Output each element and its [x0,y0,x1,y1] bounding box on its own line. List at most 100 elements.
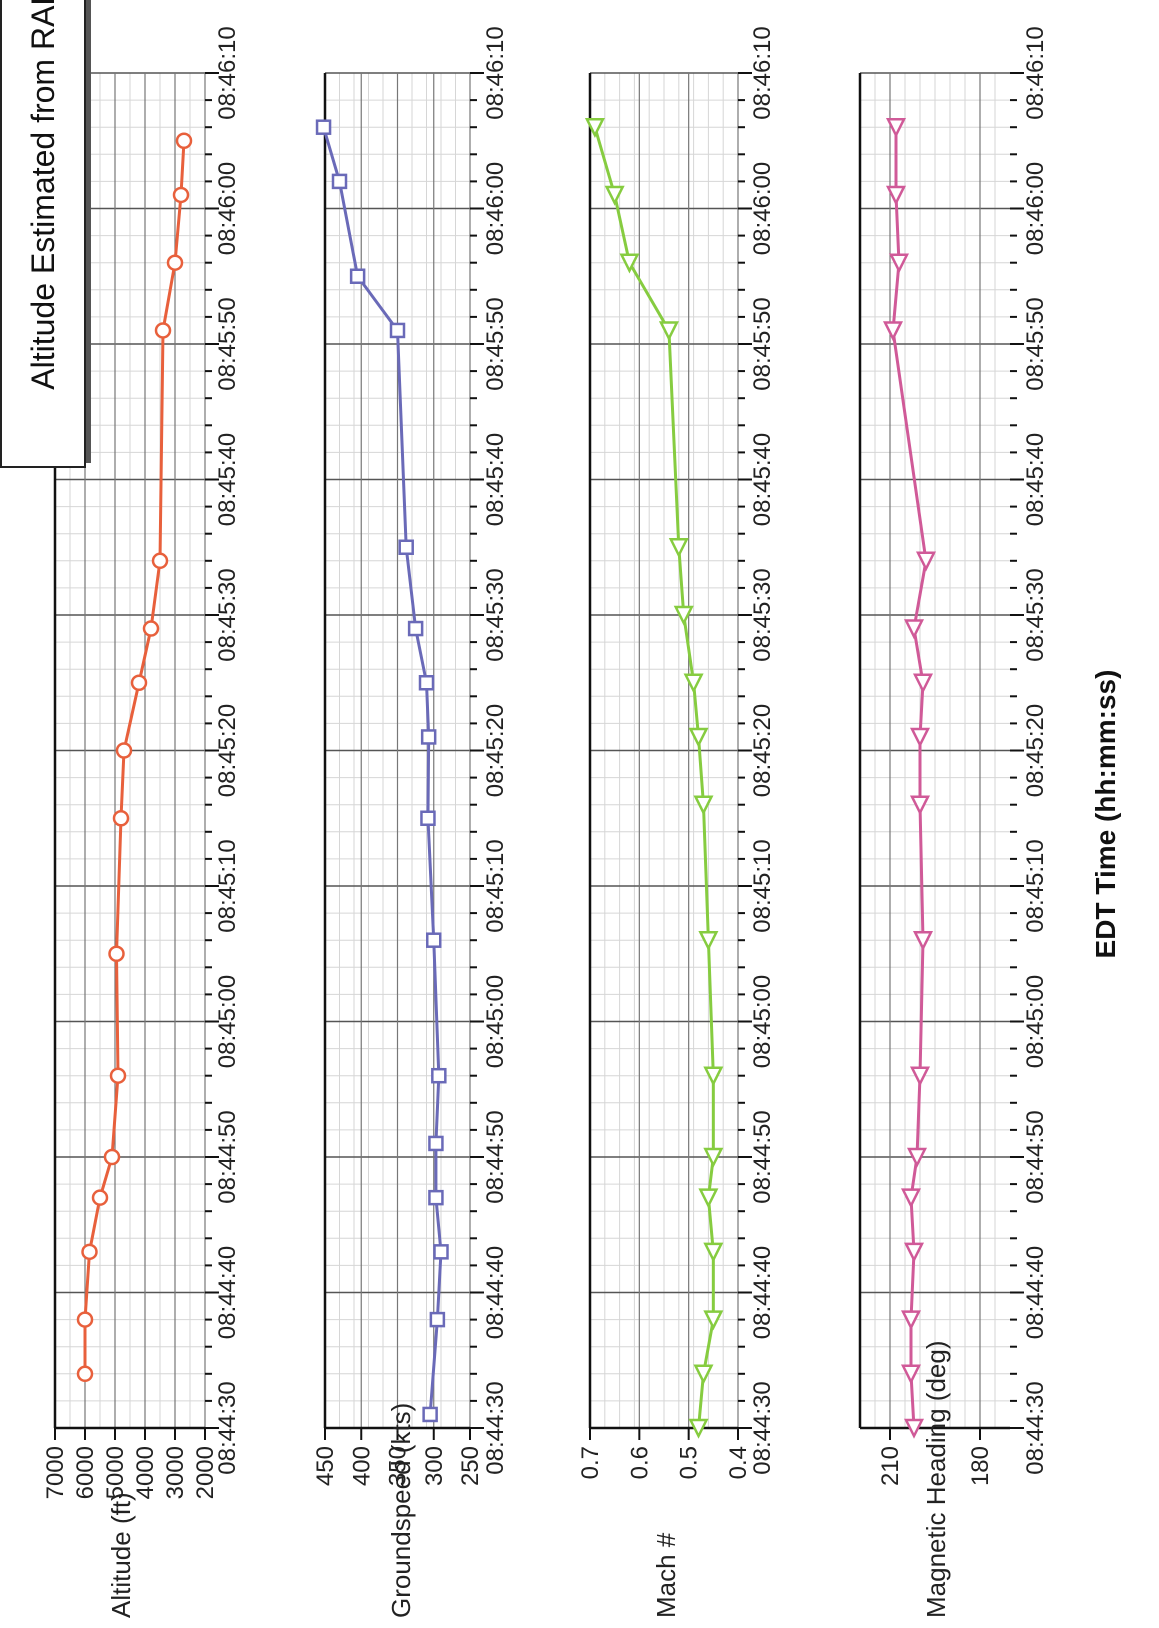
data-point [688,727,709,748]
x-tick-label: 08:44:50 [749,1110,776,1203]
data-point [315,119,332,135]
y-tick-label: 210 [877,1446,904,1486]
x-tick-label: 08:44:30 [214,1381,241,1474]
data-point [109,1067,127,1084]
data-point [331,173,348,190]
y-tick-label: 300 [421,1446,448,1486]
x-tick-label: 08:44:50 [482,1110,509,1203]
y-tick-label: 0.6 [626,1446,653,1479]
x-tick-label: 08:45:30 [482,568,509,661]
chart-title: Altitude Estimated from RADES Height Cal… [24,0,61,390]
x-tick-label: 08:46:10 [482,26,509,119]
series-line [322,126,443,1415]
y-axis-label: Magnetic Heading (deg) [921,1341,951,1619]
x-tick-label: 08:46:10 [749,26,776,119]
data-point [428,1189,444,1206]
x-tick-label: 08:45:50 [1022,297,1049,390]
data-point [418,675,435,691]
data-point [429,1311,446,1328]
data-point [903,1242,925,1263]
x-tick-label: 08:45:10 [1022,839,1049,932]
data-point [909,1066,931,1087]
data-point [81,1243,98,1261]
data-point [900,1188,922,1209]
data-point [693,795,714,816]
x-tick-label: 08:45:40 [214,433,241,526]
chart-title-box: Altitude Estimated from RADES Height Cal… [0,0,86,468]
data-point [668,538,689,559]
data-point [885,185,907,206]
data-point [112,810,130,827]
data-point [885,117,907,138]
data-point [91,1189,109,1206]
data-point [154,322,172,339]
data-point [604,185,625,206]
series-line [83,140,186,1374]
y-tick-label: 7000 [42,1446,69,1499]
data-point [698,1188,719,1209]
y-tick-label: 350 [385,1446,412,1486]
x-tick-label: 08:45:20 [1022,704,1049,797]
y-tick-label: 3000 [162,1446,189,1499]
x-tick-label: 08:44:30 [749,1381,776,1474]
x-tick-label: 08:45:20 [749,704,776,797]
x-tick-label: 08:45:50 [749,297,776,390]
data-point [420,810,436,826]
data-point [909,727,931,748]
x-tick-label: 08:46:00 [214,162,241,255]
data-point [703,1066,724,1087]
data-point [108,945,125,962]
x-tick-label: 08:44:30 [482,1381,509,1474]
data-point [130,674,148,691]
data-point [431,1067,447,1084]
y-axis-label: Mach # [651,1532,681,1618]
x-tick-label: 08:45:10 [214,839,241,932]
x-tick-label: 08:46:00 [482,162,509,255]
x-tick-label: 08:46:10 [1022,26,1049,119]
x-tick-label: 08:45:00 [749,975,776,1068]
data-point [398,539,414,555]
data-point [912,930,934,951]
data-point [151,552,169,570]
data-point [683,673,704,694]
x-tick-label: 08:45:40 [749,433,776,526]
data-point [428,1135,444,1152]
x-tick-label: 08:44:40 [749,1246,776,1339]
x-tick-label: 08:45:20 [482,704,509,797]
x-tick-label: 08:45:20 [214,704,241,797]
data-point [915,551,937,572]
x-axis-label: EDT Time (hh:mm:ss) [1090,670,1121,959]
x-tick-label: 08:46:00 [1022,162,1049,255]
data-point [420,729,437,745]
y-axis-label: Altitude (ft) [106,1492,136,1618]
data-point [619,253,640,274]
x-tick-label: 08:45:30 [749,568,776,661]
x-tick-label: 08:44:40 [1022,1246,1049,1339]
data-point [693,1364,714,1385]
data-point [172,186,190,204]
y-tick-label: 5000 [102,1446,129,1499]
data-point [698,930,719,951]
y-tick-label: 450 [312,1446,339,1486]
y-tick-label: 180 [967,1446,994,1486]
data-point [673,605,694,626]
y-tick-label: 400 [348,1446,375,1486]
x-tick-label: 08:44:40 [482,1246,509,1339]
x-tick-label: 08:44:50 [1022,1110,1049,1203]
y-tick-label: 0.5 [676,1446,703,1479]
data-point [175,132,193,149]
data-point [103,1148,121,1166]
y-tick-label: 4000 [132,1446,159,1499]
data-point [389,322,406,339]
data-point [912,673,934,694]
data-point [115,742,133,759]
x-tick-label: 08:46:00 [749,162,776,255]
data-point [703,1147,724,1168]
data-point [900,1364,922,1385]
y-tick-label: 2000 [192,1446,219,1499]
data-point [909,795,931,816]
y-tick-label: 6000 [72,1446,99,1499]
x-tick-label: 08:45:40 [1022,433,1049,526]
